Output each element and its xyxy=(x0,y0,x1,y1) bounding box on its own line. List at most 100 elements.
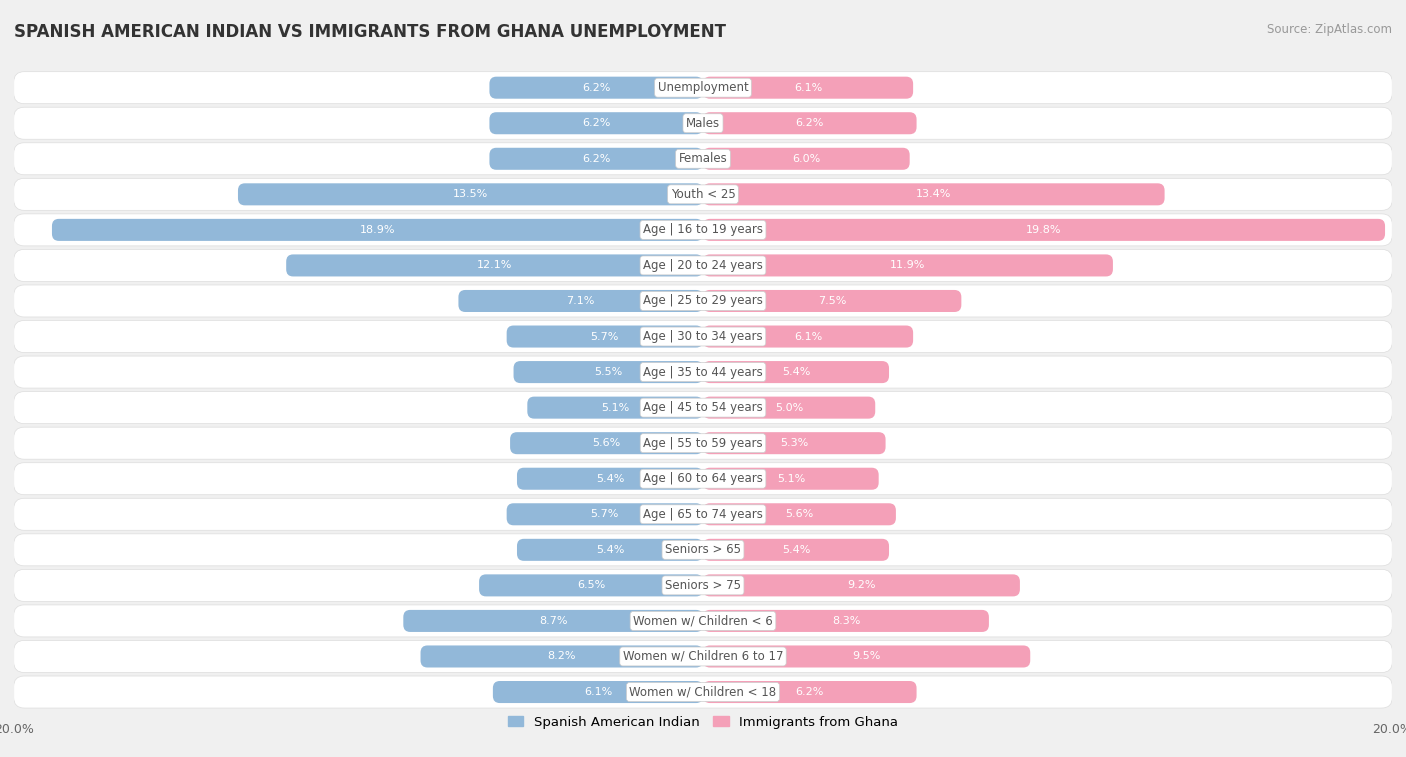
FancyBboxPatch shape xyxy=(14,605,1392,637)
Text: 8.7%: 8.7% xyxy=(538,616,568,626)
Text: 5.1%: 5.1% xyxy=(776,474,806,484)
FancyBboxPatch shape xyxy=(14,107,1392,139)
FancyBboxPatch shape xyxy=(703,503,896,525)
FancyBboxPatch shape xyxy=(14,214,1392,246)
FancyBboxPatch shape xyxy=(703,254,1114,276)
Text: 6.5%: 6.5% xyxy=(576,581,605,590)
Text: 6.1%: 6.1% xyxy=(794,83,823,92)
Text: 8.3%: 8.3% xyxy=(832,616,860,626)
FancyBboxPatch shape xyxy=(703,539,889,561)
Text: 6.1%: 6.1% xyxy=(583,687,612,697)
FancyBboxPatch shape xyxy=(703,681,917,703)
Text: 5.4%: 5.4% xyxy=(596,474,624,484)
Text: 6.2%: 6.2% xyxy=(582,118,610,128)
FancyBboxPatch shape xyxy=(703,397,875,419)
Text: 9.5%: 9.5% xyxy=(852,652,880,662)
FancyBboxPatch shape xyxy=(703,326,912,347)
Text: 7.5%: 7.5% xyxy=(818,296,846,306)
Text: Youth < 25: Youth < 25 xyxy=(671,188,735,201)
Text: 5.5%: 5.5% xyxy=(595,367,623,377)
Text: 5.7%: 5.7% xyxy=(591,509,619,519)
FancyBboxPatch shape xyxy=(703,575,1019,597)
FancyBboxPatch shape xyxy=(14,320,1392,353)
FancyBboxPatch shape xyxy=(14,498,1392,530)
Text: 6.2%: 6.2% xyxy=(796,687,824,697)
Text: 6.2%: 6.2% xyxy=(582,154,610,164)
Text: 5.4%: 5.4% xyxy=(782,367,810,377)
FancyBboxPatch shape xyxy=(517,539,703,561)
FancyBboxPatch shape xyxy=(52,219,703,241)
FancyBboxPatch shape xyxy=(703,468,879,490)
FancyBboxPatch shape xyxy=(14,427,1392,459)
FancyBboxPatch shape xyxy=(14,143,1392,175)
Text: Age | 45 to 54 years: Age | 45 to 54 years xyxy=(643,401,763,414)
Text: Women w/ Children < 18: Women w/ Children < 18 xyxy=(630,686,776,699)
Text: Females: Females xyxy=(679,152,727,165)
Text: 13.4%: 13.4% xyxy=(917,189,952,199)
Text: Age | 35 to 44 years: Age | 35 to 44 years xyxy=(643,366,763,378)
FancyBboxPatch shape xyxy=(489,112,703,134)
FancyBboxPatch shape xyxy=(527,397,703,419)
FancyBboxPatch shape xyxy=(703,148,910,170)
FancyBboxPatch shape xyxy=(238,183,703,205)
Text: 11.9%: 11.9% xyxy=(890,260,925,270)
FancyBboxPatch shape xyxy=(494,681,703,703)
FancyBboxPatch shape xyxy=(703,646,1031,668)
Text: 5.4%: 5.4% xyxy=(782,545,810,555)
FancyBboxPatch shape xyxy=(14,676,1392,708)
FancyBboxPatch shape xyxy=(14,640,1392,672)
FancyBboxPatch shape xyxy=(14,391,1392,424)
FancyBboxPatch shape xyxy=(14,356,1392,388)
Text: Age | 65 to 74 years: Age | 65 to 74 years xyxy=(643,508,763,521)
FancyBboxPatch shape xyxy=(420,646,703,668)
FancyBboxPatch shape xyxy=(404,610,703,632)
Text: 13.5%: 13.5% xyxy=(453,189,488,199)
FancyBboxPatch shape xyxy=(14,250,1392,282)
FancyBboxPatch shape xyxy=(14,534,1392,565)
Text: 5.1%: 5.1% xyxy=(600,403,630,413)
FancyBboxPatch shape xyxy=(517,468,703,490)
FancyBboxPatch shape xyxy=(703,112,917,134)
Text: Age | 20 to 24 years: Age | 20 to 24 years xyxy=(643,259,763,272)
FancyBboxPatch shape xyxy=(703,76,912,98)
Text: 18.9%: 18.9% xyxy=(360,225,395,235)
FancyBboxPatch shape xyxy=(14,179,1392,210)
Text: Source: ZipAtlas.com: Source: ZipAtlas.com xyxy=(1267,23,1392,36)
FancyBboxPatch shape xyxy=(510,432,703,454)
Text: Women w/ Children < 6: Women w/ Children < 6 xyxy=(633,615,773,628)
Text: 5.3%: 5.3% xyxy=(780,438,808,448)
Text: Males: Males xyxy=(686,117,720,129)
Text: Age | 55 to 59 years: Age | 55 to 59 years xyxy=(643,437,763,450)
FancyBboxPatch shape xyxy=(489,148,703,170)
FancyBboxPatch shape xyxy=(14,463,1392,495)
FancyBboxPatch shape xyxy=(489,76,703,98)
Text: Unemployment: Unemployment xyxy=(658,81,748,94)
Text: SPANISH AMERICAN INDIAN VS IMMIGRANTS FROM GHANA UNEMPLOYMENT: SPANISH AMERICAN INDIAN VS IMMIGRANTS FR… xyxy=(14,23,725,41)
Text: 5.4%: 5.4% xyxy=(596,545,624,555)
FancyBboxPatch shape xyxy=(479,575,703,597)
FancyBboxPatch shape xyxy=(506,503,703,525)
Text: Age | 30 to 34 years: Age | 30 to 34 years xyxy=(643,330,763,343)
FancyBboxPatch shape xyxy=(14,72,1392,104)
Text: Age | 16 to 19 years: Age | 16 to 19 years xyxy=(643,223,763,236)
Text: 5.6%: 5.6% xyxy=(786,509,814,519)
Text: 5.0%: 5.0% xyxy=(775,403,803,413)
FancyBboxPatch shape xyxy=(287,254,703,276)
Text: Seniors > 65: Seniors > 65 xyxy=(665,544,741,556)
FancyBboxPatch shape xyxy=(703,183,1164,205)
FancyBboxPatch shape xyxy=(703,432,886,454)
Text: 6.2%: 6.2% xyxy=(796,118,824,128)
Text: 9.2%: 9.2% xyxy=(848,581,876,590)
Text: 8.2%: 8.2% xyxy=(547,652,576,662)
FancyBboxPatch shape xyxy=(703,290,962,312)
Text: 7.1%: 7.1% xyxy=(567,296,595,306)
FancyBboxPatch shape xyxy=(703,219,1385,241)
Text: 5.7%: 5.7% xyxy=(591,332,619,341)
FancyBboxPatch shape xyxy=(703,610,988,632)
Text: 12.1%: 12.1% xyxy=(477,260,512,270)
FancyBboxPatch shape xyxy=(458,290,703,312)
FancyBboxPatch shape xyxy=(703,361,889,383)
Text: Age | 60 to 64 years: Age | 60 to 64 years xyxy=(643,472,763,485)
Text: 6.0%: 6.0% xyxy=(792,154,821,164)
Legend: Spanish American Indian, Immigrants from Ghana: Spanish American Indian, Immigrants from… xyxy=(502,710,904,734)
